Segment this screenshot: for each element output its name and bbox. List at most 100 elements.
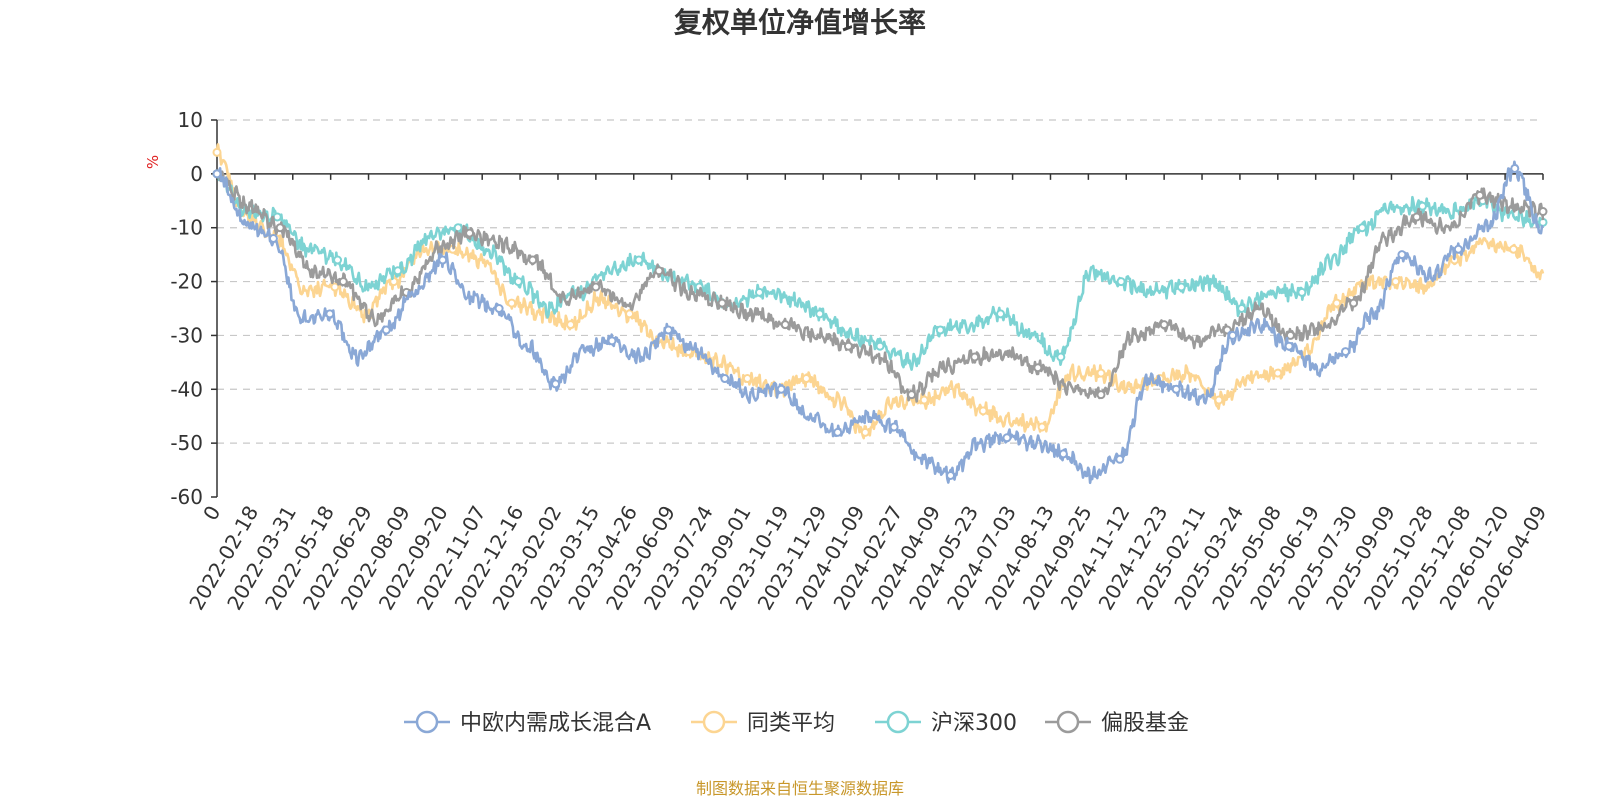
series-marker [1228, 330, 1238, 340]
y-axis-ticks: 10 0 -10 -20 -30 -40 -50 -60 [170, 108, 203, 509]
series-marker [625, 309, 635, 319]
y-tick-label: -40 [170, 377, 203, 401]
series-line [215, 171, 1544, 371]
legend-label: 偏股基金 [1101, 711, 1189, 736]
series-marker [654, 266, 664, 276]
y-tick-label: -20 [170, 270, 203, 294]
series-marker [1176, 282, 1186, 292]
legend-item[interactable]: 同类平均 [691, 710, 835, 736]
legend-item[interactable]: 偏股基金 [1045, 710, 1189, 736]
legend-marker-icon [415, 710, 439, 734]
series-marker [566, 320, 576, 330]
series-line [215, 170, 1545, 403]
series-marker [843, 341, 853, 351]
series-marker [1037, 422, 1047, 432]
series-marker [1349, 298, 1359, 308]
y-tick-label: -50 [170, 431, 203, 455]
series-marker [978, 406, 988, 416]
legend-marker-icon [886, 710, 910, 734]
series-marker [212, 147, 222, 157]
series-marker [494, 304, 504, 313]
series-marker [1171, 384, 1181, 394]
y-tick-label: -10 [170, 216, 203, 240]
series-marker [381, 325, 391, 335]
series-marker [996, 309, 1006, 319]
series-marker [465, 228, 475, 238]
legend-item[interactable]: 沪深300 [875, 710, 1017, 736]
legend[interactable]: 中欧内需成长混合A 同类平均 沪深300 偏股基金 [404, 710, 1189, 736]
legend-label: 沪深300 [931, 711, 1017, 736]
series-marker [1002, 433, 1012, 443]
series-marker [275, 223, 285, 233]
series-marker [528, 255, 538, 265]
series-marker [272, 212, 282, 222]
series-marker [438, 255, 448, 265]
series-marker [720, 374, 730, 384]
series-marker [1412, 212, 1422, 222]
legend-marker-icon [702, 710, 726, 734]
data-source-note: 制图数据来自恒生聚源数据库 [696, 779, 904, 798]
series-marker [507, 298, 517, 308]
y-tick-label: -30 [170, 323, 203, 347]
x-axis-ticks: 02022-02-182022-03-312022-05-182022-06-2… [184, 502, 1551, 615]
legend-marker-icon [1056, 710, 1080, 734]
series-marker [919, 395, 929, 405]
series-marker [742, 374, 752, 384]
series-marker [946, 470, 956, 480]
y-axis-unit: % [144, 155, 162, 169]
x-tick-label: 0 [198, 502, 225, 525]
series-marker [1214, 395, 1224, 405]
y-tick-label: 10 [178, 108, 203, 132]
series-marker [1538, 207, 1548, 217]
series-marker [338, 277, 348, 287]
series-marker [1273, 368, 1283, 378]
series-marker [1391, 277, 1401, 287]
series-marker [1332, 298, 1342, 308]
series-marker [1237, 304, 1247, 313]
series-marker [1297, 287, 1307, 297]
series-marker [268, 233, 278, 243]
series-marker [780, 320, 790, 330]
series-marker [1417, 201, 1427, 211]
legend-label: 中欧内需成长混合A [460, 711, 651, 736]
series-marker [815, 309, 825, 319]
series-marker [1285, 330, 1295, 340]
series-marker [970, 352, 980, 362]
gridlines [217, 119, 1543, 444]
series-marker [1033, 363, 1043, 373]
axes [211, 119, 1544, 498]
series-marker [551, 379, 561, 389]
series-lines [212, 143, 1548, 485]
series-marker [776, 384, 786, 394]
series-marker [1116, 277, 1126, 287]
series-marker [1509, 244, 1519, 254]
series-line [216, 160, 1545, 485]
series-marker [513, 277, 523, 287]
series-marker [591, 282, 601, 292]
series-marker [663, 325, 673, 335]
series-marker [325, 309, 335, 319]
series-marker [634, 255, 644, 265]
series-marker [1096, 390, 1106, 400]
legend-label: 同类平均 [747, 711, 835, 736]
chart-title: 复权单位净值增长率 [674, 6, 926, 39]
series-marker [393, 266, 403, 276]
series-marker [1284, 341, 1294, 351]
series-marker [889, 422, 899, 432]
series-marker [1159, 320, 1169, 330]
series-marker [333, 255, 343, 265]
y-tick-label: 0 [190, 162, 203, 186]
series-marker [860, 427, 870, 437]
series-marker [717, 298, 727, 308]
series-marker [453, 223, 463, 233]
series-marker [330, 282, 340, 292]
series-marker [907, 390, 917, 400]
series-marker [1357, 223, 1367, 233]
series-marker [1397, 250, 1407, 260]
series-marker [754, 287, 764, 297]
legend-item[interactable]: 中欧内需成长混合A [404, 710, 651, 736]
series-marker [1341, 347, 1351, 357]
series-marker [212, 169, 222, 179]
series-marker [607, 336, 617, 346]
